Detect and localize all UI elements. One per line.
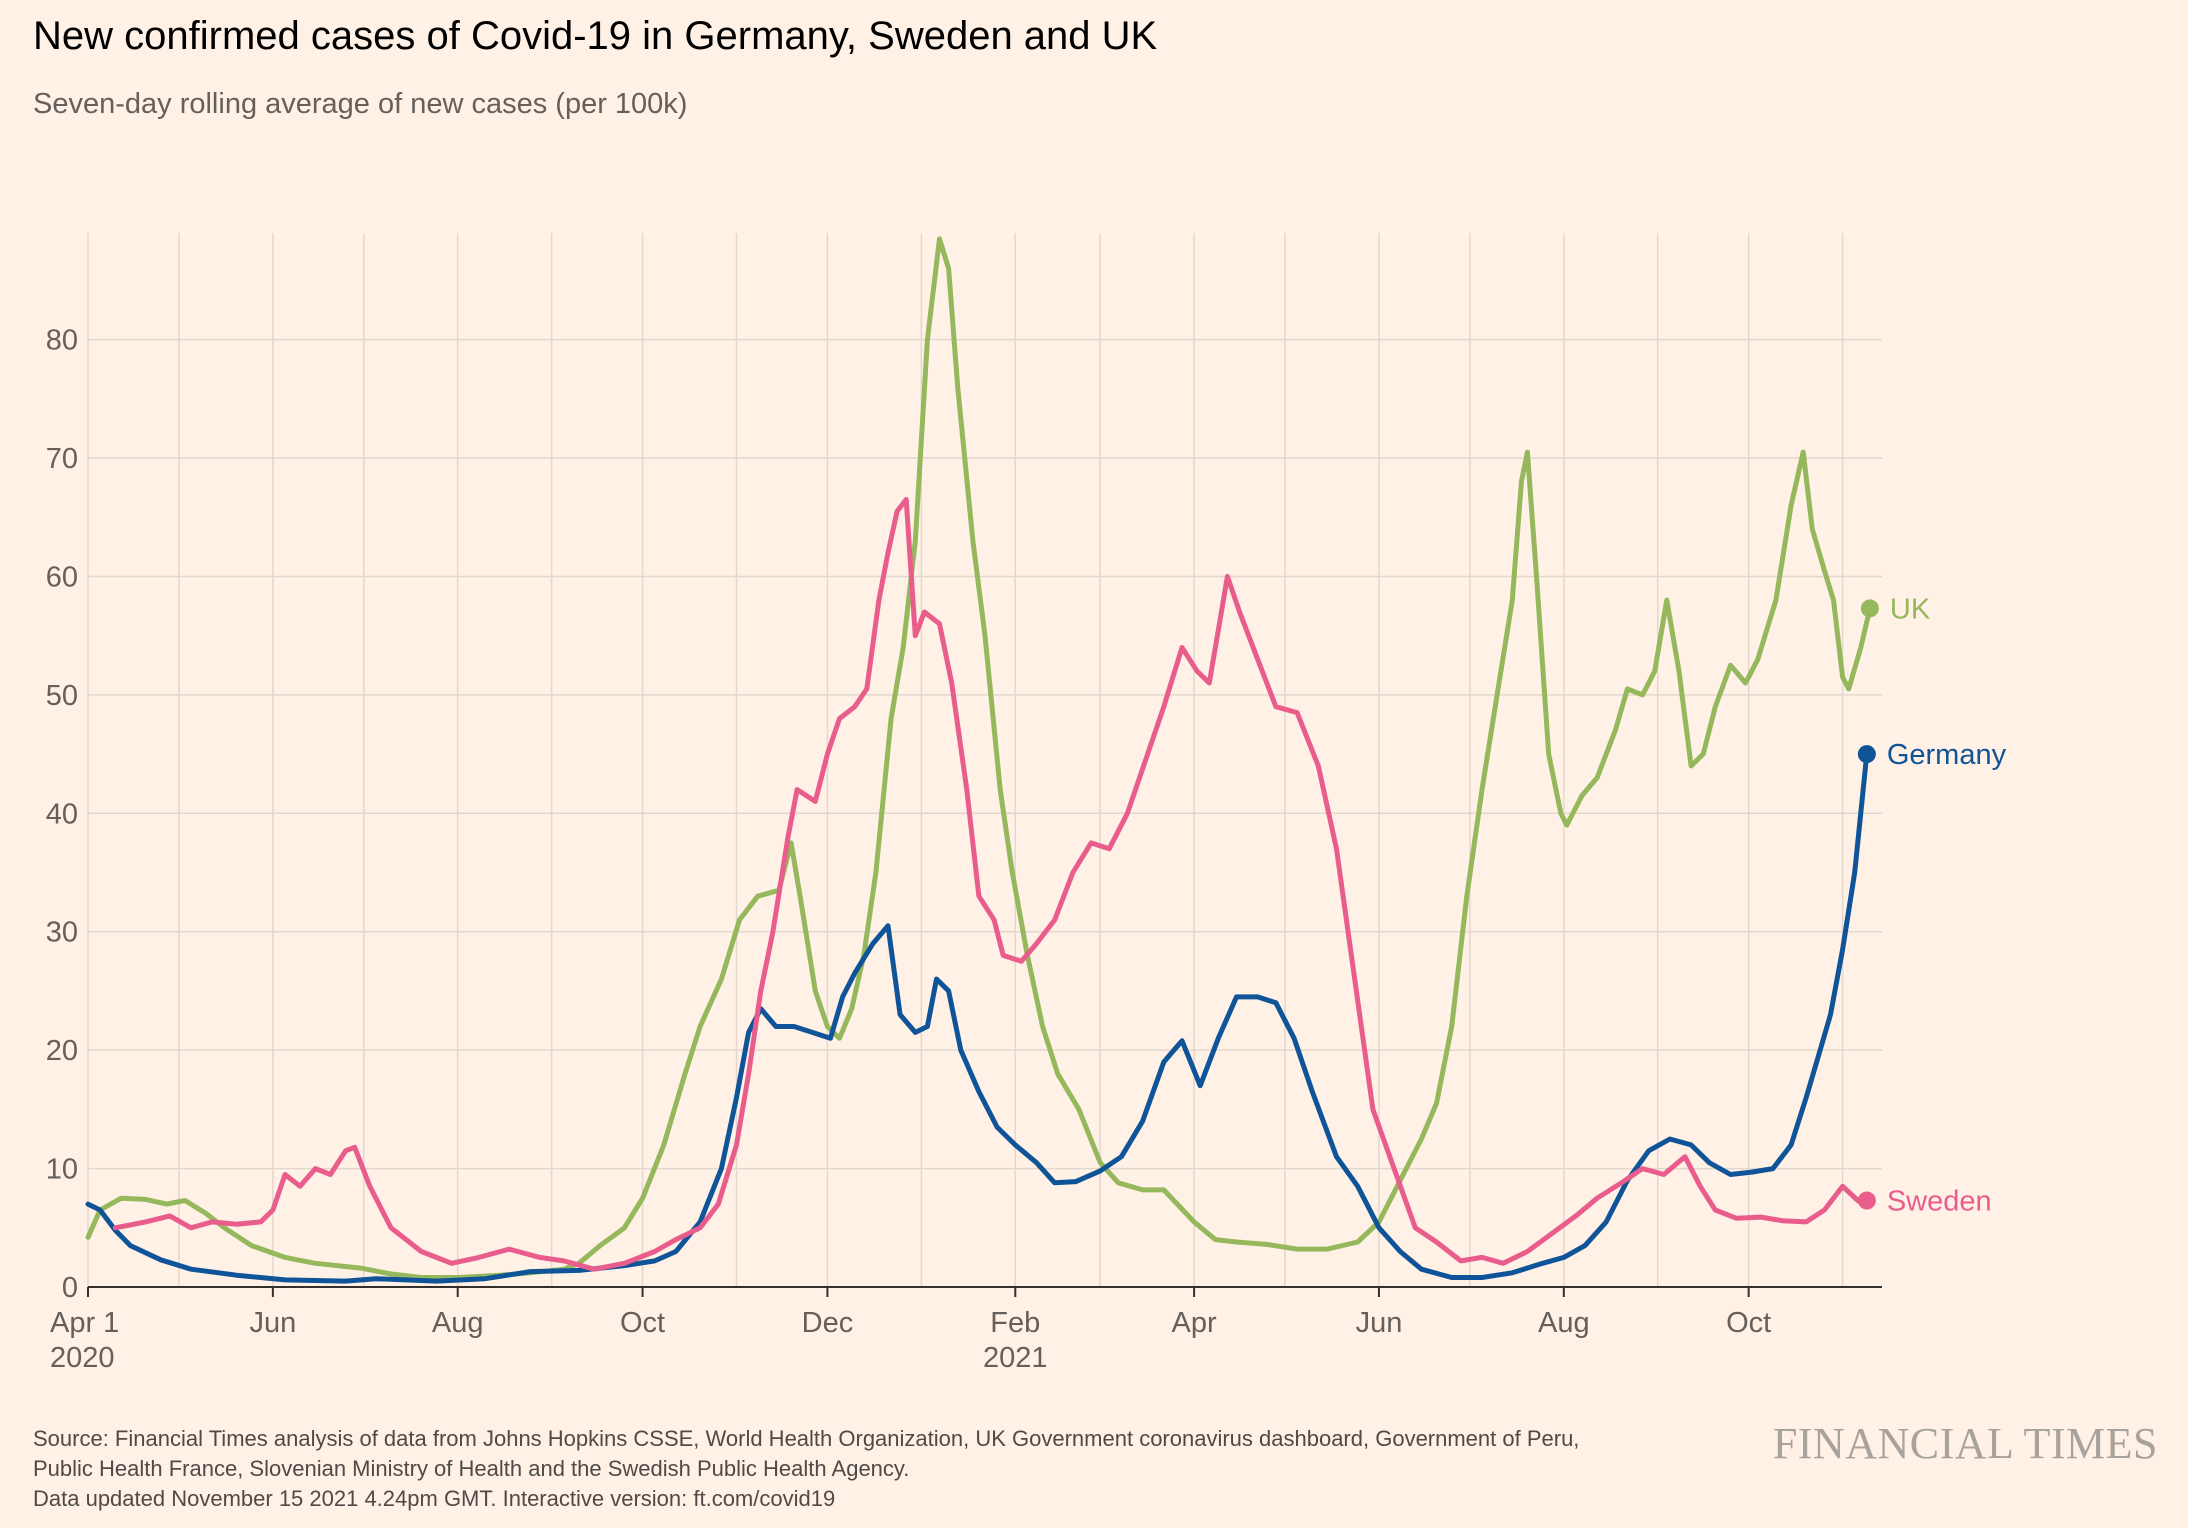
series-labels: UK Germany Sweden <box>1857 593 2007 1218</box>
source-line: Data updated November 15 2021 4.24pm GMT… <box>33 1486 836 1511</box>
series-end-marker-uk <box>1860 599 1879 618</box>
y-tick-label: 40 <box>46 798 78 830</box>
y-tick-label: 80 <box>46 325 78 357</box>
x-tick-label: Oct <box>620 1307 665 1339</box>
y-tick-label: 30 <box>46 917 78 949</box>
x-tick-year-label: 2021 <box>983 1342 1048 1374</box>
x-tick-label: Jun <box>1356 1307 1403 1339</box>
series-label-uk: UK <box>1890 593 1931 625</box>
x-tick-label: Jun <box>249 1307 296 1339</box>
x-tick-label: Aug <box>1538 1307 1590 1339</box>
series-end-marker-germany <box>1857 745 1876 764</box>
chart-title: New confirmed cases of Covid-19 in Germa… <box>33 14 1158 58</box>
source-line: Public Health France, Slovenian Ministry… <box>33 1456 910 1481</box>
y-tick-label: 70 <box>46 443 78 475</box>
y-tick-label: 60 <box>46 561 78 593</box>
ft-logo: FINANCIAL TIMES <box>1772 1419 2158 1468</box>
series-lines <box>85 236 1873 1284</box>
x-tick-year-label: 2020 <box>50 1342 115 1374</box>
x-tick-label: Dec <box>802 1307 854 1339</box>
x-tick-label: Feb <box>990 1307 1040 1339</box>
y-tick-label: 50 <box>46 680 78 712</box>
series-line-sweden <box>112 497 1870 1272</box>
x-tick-label: Aug <box>432 1307 484 1339</box>
chart-subtitle: Seven-day rolling average of new cases (… <box>33 88 688 120</box>
series-label-germany: Germany <box>1887 739 2007 771</box>
source-line: Source: Financial Times analysis of data… <box>33 1426 1580 1451</box>
y-tick-label: 10 <box>46 1154 78 1186</box>
series-line-germany <box>85 751 1870 1284</box>
y-tick-label: 20 <box>46 1035 78 1067</box>
y-tick-label: 0 <box>62 1272 78 1304</box>
series-label-sweden: Sweden <box>1887 1186 1992 1218</box>
source-note: Source: Financial Times analysis of data… <box>33 1424 1713 1514</box>
series-end-marker-sweden <box>1857 1191 1876 1210</box>
x-tick-label: Apr 1 <box>50 1307 119 1339</box>
grid-lines <box>87 233 1882 1287</box>
x-tick-label: Oct <box>1726 1307 1771 1339</box>
series-line-uk <box>85 236 1873 1280</box>
x-tick-label: Apr <box>1172 1307 1217 1339</box>
